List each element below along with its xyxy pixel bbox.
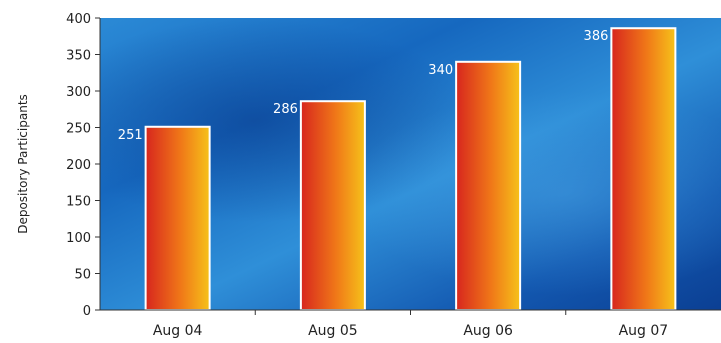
x-tick-label: Aug 06 bbox=[463, 323, 513, 339]
data-labels-group: 251 286 340 386 bbox=[118, 29, 609, 143]
y-tick-label: 150 bbox=[66, 195, 91, 210]
x-ticks-group: Aug 04 Aug 05 Aug 06 Aug 07 bbox=[153, 310, 668, 339]
y-tick-label: 200 bbox=[66, 158, 91, 173]
y-tick-label: 100 bbox=[66, 231, 91, 246]
data-label: 340 bbox=[428, 63, 453, 78]
x-tick-label: Aug 05 bbox=[308, 323, 358, 339]
bar bbox=[455, 60, 522, 311]
x-tick-label: Aug 07 bbox=[619, 323, 669, 339]
bar bbox=[144, 125, 211, 311]
data-label: 386 bbox=[584, 29, 609, 44]
x-tick-label: Aug 04 bbox=[153, 323, 203, 339]
y-tick-label: 250 bbox=[66, 122, 91, 137]
bars-group bbox=[144, 27, 677, 311]
y-tick-label: 400 bbox=[66, 12, 91, 27]
data-label: 286 bbox=[273, 102, 298, 117]
y-tick-label: 350 bbox=[66, 49, 91, 64]
y-tick-label: 0 bbox=[83, 304, 91, 319]
y-axis-label: Depository Participants bbox=[16, 94, 30, 234]
data-label: 251 bbox=[118, 128, 143, 143]
bar bbox=[299, 100, 366, 311]
y-tick-label: 300 bbox=[66, 85, 91, 100]
y-ticks-group: 0 50 100 150 200 250 300 350 400 bbox=[66, 12, 100, 319]
bar bbox=[610, 27, 677, 311]
y-tick-label: 50 bbox=[74, 268, 91, 283]
